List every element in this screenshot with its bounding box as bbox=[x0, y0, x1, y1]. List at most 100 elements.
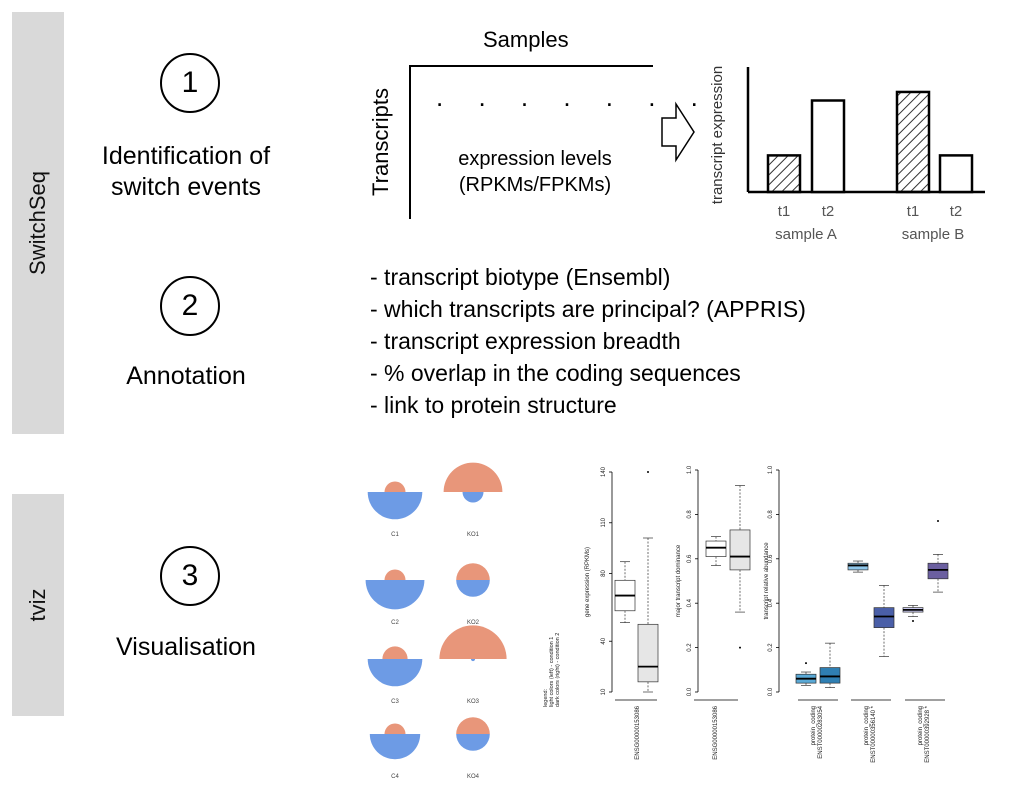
sidebar-tviz: tviz bbox=[12, 494, 64, 716]
boxplot-outlier bbox=[739, 646, 741, 649]
boxplot-tick-label: 10 bbox=[601, 688, 607, 695]
bar-category-label: t2 bbox=[950, 203, 963, 220]
sidebar-switchseq: SwitchSeq bbox=[12, 12, 64, 434]
bar-category-label: t2 bbox=[822, 203, 835, 220]
boxplot-tick-label: 140 bbox=[601, 466, 607, 477]
bar-group-label: sample A bbox=[775, 226, 837, 243]
step-2-number-text: 2 bbox=[181, 289, 199, 322]
bar-chart-bars bbox=[766, 90, 974, 194]
semicircle-plots: C1 KO1 C2 KO2 C3 KO3 C4 KO4 bbox=[365, 462, 507, 780]
boxplot-tick-label: 0.8 bbox=[687, 510, 693, 519]
step-1-title-line2: switch events bbox=[110, 173, 262, 201]
semicircle-bottom bbox=[462, 492, 484, 503]
step-3-number: 3 bbox=[160, 546, 220, 606]
boxplot-box bbox=[927, 562, 949, 580]
bar-category-label: t1 bbox=[778, 203, 791, 220]
annotation-item: - % overlap in the coding sequences bbox=[370, 360, 741, 386]
semicircle-bottom bbox=[470, 659, 476, 662]
semicircle-top bbox=[384, 723, 406, 734]
boxplot-tick-label: 0.0 bbox=[687, 687, 693, 696]
semicircle-top bbox=[384, 569, 406, 580]
boxplot-legend-line: legend: bbox=[543, 688, 549, 707]
semicircle-label: C1 bbox=[391, 532, 399, 538]
boxplot-legend-line: light colors (left) - condition 1 bbox=[549, 637, 555, 707]
boxplot-tick-label: 0.0 bbox=[768, 687, 774, 696]
boxplot-outlier bbox=[937, 520, 939, 523]
annotation-item: - link to protein structure bbox=[370, 392, 617, 418]
boxplot-xlabel-line1: protein_coding bbox=[918, 706, 924, 745]
semicircle-label: KO3 bbox=[467, 699, 480, 705]
matrix-col-label: Samples bbox=[483, 27, 569, 52]
boxplot-xlabel-line2: ENST00000392928 * bbox=[925, 705, 931, 762]
bar bbox=[895, 90, 931, 194]
semicircle-bottom bbox=[367, 492, 423, 520]
semicircle-label: C2 bbox=[391, 620, 399, 626]
matrix-body-line1: expression levels bbox=[458, 148, 612, 170]
boxplot-tick-label: 40 bbox=[601, 637, 607, 644]
matrix-dots: . . . . . . . bbox=[436, 82, 712, 112]
boxplot-box bbox=[637, 623, 659, 683]
matrix-body-line2: (RPKMs/FPKMs) bbox=[458, 174, 612, 196]
matrix-row-label: Transcripts bbox=[368, 88, 394, 196]
boxplot-outlier bbox=[912, 619, 914, 622]
semicircle-label: KO2 bbox=[467, 620, 480, 626]
boxplot-xlabel-line1: protein_coding bbox=[864, 706, 870, 745]
boxplot-xlabel-line2: ENST00000356140 * bbox=[871, 705, 877, 762]
step-3-number-text: 3 bbox=[181, 559, 199, 592]
boxplot-tick-label: 1.0 bbox=[687, 465, 693, 474]
boxplot-box bbox=[847, 562, 869, 571]
boxplot-tick-label: 80 bbox=[601, 570, 607, 577]
boxplot-box bbox=[729, 529, 751, 571]
boxplot-tick-label: 0.4 bbox=[687, 598, 693, 607]
boxplot-tick-label: 0.2 bbox=[687, 643, 693, 652]
bar bbox=[938, 154, 974, 194]
semicircle-top bbox=[456, 563, 490, 580]
annotation-item: - which transcripts are principal? (APPR… bbox=[370, 296, 806, 322]
boxplot-box bbox=[873, 607, 895, 628]
semicircle-label: KO4 bbox=[467, 774, 480, 780]
semicircle-top bbox=[384, 481, 406, 492]
boxplot-ylabel: transcript relative abundance bbox=[764, 542, 770, 620]
bar-chart-ylabel: transcript expression bbox=[709, 66, 726, 204]
annotation-list: - transcript biotype (Ensembl) - which t… bbox=[370, 261, 806, 421]
boxplot-xlabel: ENSG00000153086 bbox=[635, 705, 641, 759]
boxplot-xlabel: ENSG00000153086 bbox=[713, 705, 719, 759]
semicircle-top bbox=[443, 462, 503, 492]
semicircle-top bbox=[439, 625, 507, 659]
step-3-title-text: Visualisation bbox=[116, 633, 256, 661]
bar-group-label: sample B bbox=[902, 226, 965, 243]
right-arrow-icon bbox=[661, 101, 695, 163]
boxplot-legend-line: dark colors (right) - condition 2 bbox=[555, 633, 561, 707]
sidebar-switchseq-label: SwitchSeq bbox=[25, 171, 50, 275]
boxplot-tick-label: 0.8 bbox=[768, 510, 774, 519]
boxplot-ylabel: major transcript dominance bbox=[676, 544, 682, 617]
bar bbox=[810, 99, 846, 194]
boxplot-box bbox=[819, 667, 841, 684]
matrix-row-label-text: Transcripts bbox=[368, 88, 393, 196]
boxplot-tick-label: 0.2 bbox=[768, 643, 774, 652]
semicircle-top bbox=[456, 717, 490, 734]
boxplot-tick-label: 110 bbox=[601, 517, 607, 527]
sidebar-tviz-label: tviz bbox=[25, 588, 50, 622]
step-2-number: 2 bbox=[160, 276, 220, 336]
semicircle-bottom bbox=[456, 734, 490, 751]
step-1-title: Identification of switch events bbox=[70, 141, 302, 203]
step-1-title-line1: Identification of bbox=[101, 142, 271, 170]
semicircle-top bbox=[382, 646, 408, 659]
bar-category-label: t1 bbox=[907, 203, 920, 220]
annotation-item: - transcript expression breadth bbox=[370, 328, 681, 354]
boxplot-outlier bbox=[647, 471, 649, 473]
semicircle-label: C4 bbox=[391, 774, 399, 780]
boxplot-box bbox=[705, 540, 727, 557]
boxplot-xlabel-line2: ENST00000283054 bbox=[818, 705, 824, 758]
semicircle-label: C3 bbox=[391, 699, 399, 705]
step-1-number-text: 1 bbox=[181, 66, 199, 99]
annotation-item: - transcript biotype (Ensembl) bbox=[370, 264, 671, 290]
step-2-title-text: Annotation bbox=[126, 362, 246, 390]
step-2-title: Annotation bbox=[90, 361, 282, 392]
bar bbox=[766, 154, 802, 194]
boxplot-tick-label: 0.4 bbox=[768, 598, 774, 607]
major-transcript-dominance-boxplot: 0.0 0.2 0.4 0.6 0.8 1.0 major transcript domin… bbox=[676, 465, 751, 760]
boxplot-xlabel-line1: protein_coding bbox=[811, 706, 817, 745]
boxplot-tick-label: 1.0 bbox=[768, 465, 774, 474]
